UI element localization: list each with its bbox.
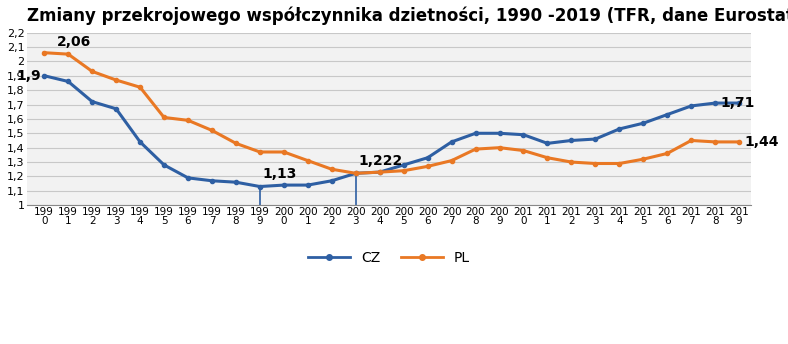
Text: 1,71: 1,71	[721, 96, 755, 110]
Text: 1,44: 1,44	[745, 135, 779, 149]
Text: 1,9: 1,9	[17, 69, 42, 83]
Legend: CZ, PL: CZ, PL	[303, 246, 476, 271]
Text: 1,13: 1,13	[262, 167, 297, 181]
Text: 1,222: 1,222	[359, 154, 403, 168]
Text: Zmiany przekrojowego współczynnika dzietności, 1990 -2019 (TFR, dane Eurostatu): Zmiany przekrojowego współczynnika dziet…	[28, 7, 788, 25]
Text: 2,06: 2,06	[57, 34, 91, 49]
